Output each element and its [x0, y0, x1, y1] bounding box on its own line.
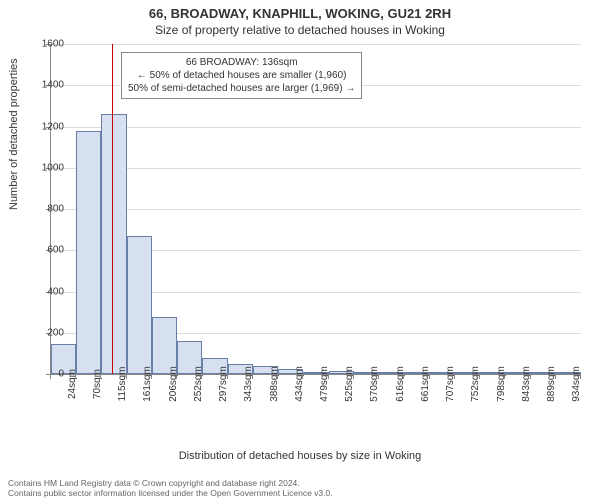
x-tick: [75, 374, 76, 379]
x-tick-label: 343sqm: [243, 366, 254, 402]
chart-title-main: 66, BROADWAY, KNAPHILL, WOKING, GU21 2RH: [0, 0, 600, 21]
x-tick-label: 798sqm: [496, 366, 507, 402]
annotation-line: 66 BROADWAY: 136sqm: [128, 56, 355, 69]
x-tick-label: 525sqm: [344, 366, 355, 402]
x-tick: [479, 374, 480, 379]
y-axis-title: Number of detached properties: [8, 58, 20, 210]
x-tick-label: 889sqm: [546, 366, 557, 402]
annotation-box: 66 BROADWAY: 136sqm← 50% of detached hou…: [121, 52, 362, 99]
x-tick-label: 616sqm: [395, 366, 406, 402]
x-tick-label: 934sqm: [571, 366, 582, 402]
x-tick: [378, 374, 379, 379]
x-tick-label: 707sqm: [445, 366, 456, 402]
x-tick-label: 752sqm: [470, 366, 481, 402]
x-tick: [277, 374, 278, 379]
grid-line: [51, 44, 581, 45]
x-tick: [151, 374, 152, 379]
y-tick-label: 400: [47, 286, 64, 297]
chart-area: 66 BROADWAY: 136sqm← 50% of detached hou…: [50, 44, 580, 414]
annotation-line: ← 50% of detached houses are smaller (1,…: [128, 69, 355, 82]
x-tick-label: 115sqm: [117, 367, 128, 402]
y-tick-label: 1600: [42, 39, 64, 50]
x-tick: [504, 374, 505, 379]
y-tick-label: 0: [58, 369, 64, 380]
x-tick: [555, 374, 556, 379]
chart-title-sub: Size of property relative to detached ho…: [0, 21, 600, 37]
x-axis-title: Distribution of detached houses by size …: [0, 450, 600, 462]
x-tick-label: 252sqm: [193, 366, 204, 402]
grid-line: [51, 168, 581, 169]
y-tick-label: 200: [47, 327, 64, 338]
x-tick: [530, 374, 531, 379]
x-tick: [227, 374, 228, 379]
histogram-bar: [127, 236, 152, 374]
x-tick-label: 297sqm: [218, 366, 229, 402]
x-tick: [100, 374, 101, 379]
x-tick-label: 570sqm: [369, 366, 380, 402]
annotation-line: 50% of semi-detached houses are larger (…: [128, 82, 355, 95]
y-tick-label: 800: [47, 204, 64, 215]
footer-line-2: Contains public sector information licen…: [8, 488, 592, 498]
histogram-bar: [76, 131, 101, 374]
x-tick: [50, 374, 51, 379]
x-tick: [201, 374, 202, 379]
x-tick-label: 479sqm: [319, 366, 330, 402]
footer-line-1: Contains HM Land Registry data © Crown c…: [8, 478, 592, 488]
grid-line: [51, 127, 581, 128]
x-tick-label: 161sqm: [142, 366, 153, 402]
x-tick: [580, 374, 581, 379]
y-tick-label: 600: [47, 245, 64, 256]
x-tick-label: 388sqm: [269, 366, 280, 402]
y-tick-label: 1400: [42, 80, 64, 91]
x-tick: [252, 374, 253, 379]
y-tick-label: 1000: [42, 162, 64, 173]
x-tick-label: 843sqm: [521, 366, 532, 402]
histogram-bar: [101, 114, 126, 374]
x-tick: [429, 374, 430, 379]
footer-attribution: Contains HM Land Registry data © Crown c…: [8, 478, 592, 498]
x-tick: [302, 374, 303, 379]
x-tick: [403, 374, 404, 379]
x-tick: [454, 374, 455, 379]
plot-area: 66 BROADWAY: 136sqm← 50% of detached hou…: [50, 44, 581, 375]
reference-line: [112, 44, 113, 374]
x-tick: [176, 374, 177, 379]
x-tick-label: 661sqm: [420, 366, 431, 402]
x-tick: [126, 374, 127, 379]
x-tick: [328, 374, 329, 379]
x-tick-label: 206sqm: [168, 366, 179, 402]
y-tick-label: 1200: [42, 121, 64, 132]
grid-line: [51, 209, 581, 210]
x-tick: [353, 374, 354, 379]
x-tick-label: 434sqm: [294, 366, 305, 402]
